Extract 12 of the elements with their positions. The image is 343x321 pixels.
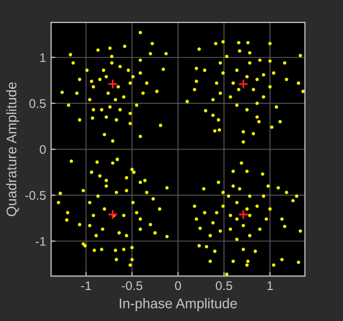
y-axis-title: Quadrature Amplitude (6, 82, 20, 216)
x-tick-label: 0.5 (216, 281, 232, 290)
y-tick-label: 0.5 (29, 99, 46, 108)
x-tick-label: -0.5 (122, 281, 142, 290)
y-tick-label: -0.5 (25, 191, 46, 200)
y-tick-label: 0 (40, 145, 46, 154)
x-tick-label: -1 (81, 281, 91, 290)
x-axis-title: In-phase Amplitude (120, 298, 237, 312)
x-tick-label: 1 (267, 281, 273, 290)
x-tick-label: 0 (175, 281, 182, 290)
y-tick-label: -1 (36, 237, 46, 246)
y-tick-label: 1 (40, 53, 46, 62)
